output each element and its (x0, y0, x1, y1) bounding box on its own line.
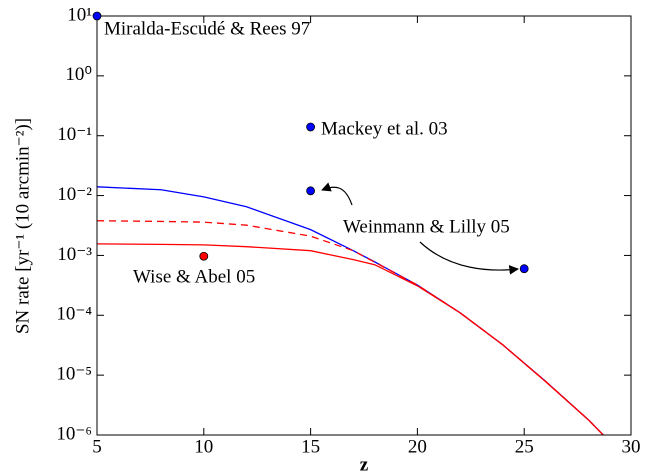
line (97, 220, 604, 435)
y-axis-label: SN rate [yr⁻¹ (10 arcmin⁻²)] (12, 118, 33, 334)
annotation: Weinmann & Lilly 05 (343, 216, 510, 237)
plot-frame (96, 15, 632, 436)
data-point (92, 11, 102, 21)
y-tick-label: 10⁻⁴ (56, 304, 92, 325)
data-point (306, 122, 316, 132)
annotation: Mackey et al. 03 (321, 118, 448, 139)
y-tick-label: 10⁻³ (57, 244, 92, 265)
y-tick-label: 10⁻¹ (57, 124, 92, 145)
y-tick-label: 10⁻² (57, 184, 92, 205)
annotation: Wise & Abel 05 (133, 266, 255, 287)
x-tick-label: 20 (408, 436, 427, 457)
y-tick-label: 10⁰ (65, 64, 92, 85)
x-tick-label: 15 (301, 436, 320, 457)
arrow (321, 182, 353, 206)
lines (97, 186, 604, 435)
x-axis-label: z (360, 454, 369, 472)
data-point (519, 264, 529, 274)
y-tick-label: 10⁻⁵ (56, 364, 92, 385)
x-tick-label: 10 (194, 436, 213, 457)
x-tick-label: 25 (515, 436, 534, 457)
data-point (199, 251, 209, 261)
x-tick-label: 5 (92, 436, 102, 457)
arrow (419, 241, 519, 275)
y-tick-label: 10¹ (67, 4, 92, 25)
data-point (306, 186, 316, 196)
x-tick-label: 30 (622, 436, 641, 457)
line (97, 243, 604, 435)
annotation: Miralda-Escudé & Rees 97 (104, 18, 310, 39)
y-tick-label: 10⁻⁶ (56, 423, 92, 444)
